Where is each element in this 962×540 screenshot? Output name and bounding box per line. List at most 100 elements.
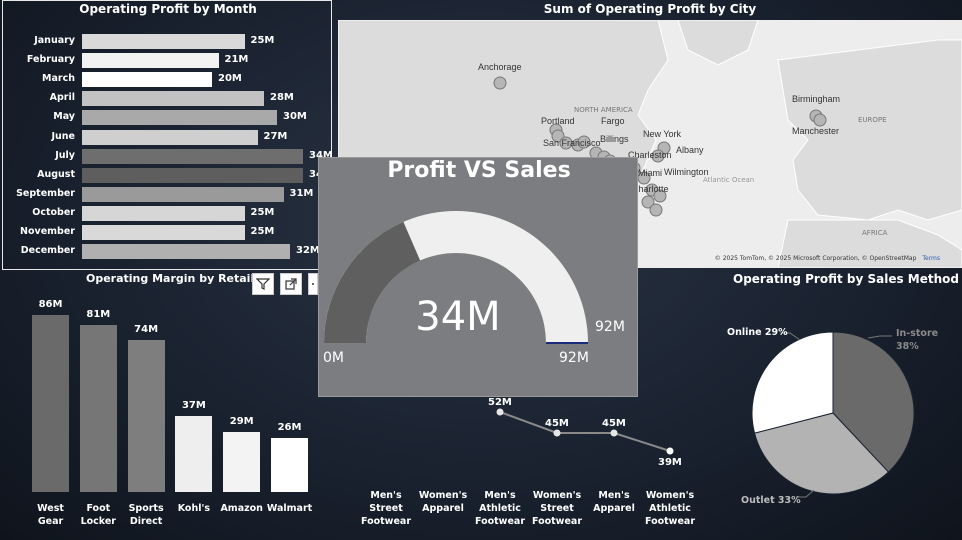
city-label: San Francisco [543,138,601,148]
city-bubble [651,149,665,163]
retailer-bar-value: 26M [277,422,302,434]
month-label: June [51,130,75,142]
month-bar-value: 25M [250,206,275,218]
product-line-point [496,408,504,416]
retailer-bar [223,432,261,492]
pie-slice [751,331,834,434]
africa-landmass [777,219,962,268]
month-bar [82,167,303,183]
retailer-bar-value: 74M [134,323,159,335]
month-bar [82,148,303,164]
pie-label-outlet: Outlet 33% [741,495,801,506]
retailer-bar-value: 86M [38,299,63,310]
month-label: May [53,111,75,123]
product-axis-label: Women's Street Footwear [531,490,582,527]
month-label: March [42,73,75,85]
month-bar-value: 30M [283,111,307,123]
terms-link[interactable]: Terms [922,255,940,262]
month-label: February [26,54,75,66]
month-bar [82,91,264,107]
month-label: August [37,168,75,180]
ocean-area [628,80,778,268]
focus-mode-icon[interactable] [280,273,302,295]
filter-icon[interactable] [252,273,274,295]
city-bubble [649,203,663,217]
retailer-bar-value: 37M [181,399,206,411]
retailer-axis-label: Walmart [266,503,313,514]
retailer-bar [79,325,117,492]
city-bubble [641,195,655,209]
retailer-chart-title: Operating Margin by Retailer [86,272,268,285]
product-axis-label: Women's Apparel [418,490,468,514]
retailer-bar-value: 81M [86,309,111,321]
product-line-series [499,411,671,452]
product-line-point [553,429,561,437]
city-label: Wilmington [664,167,709,177]
greenland-landmass [677,20,759,66]
product-axis-label: Men's Apparel [593,490,635,514]
region-label: EUROPE [858,116,887,124]
city-label: Miami [638,168,662,178]
gauge-title: Profit VS Sales [387,158,571,183]
month-bar-value: 34M [309,149,333,161]
month-bar-value: 25M [250,226,275,237]
map-title: Sum of Operating Profit by City [543,2,757,16]
month-bar [82,53,219,69]
city-label: Charleston [628,150,672,160]
product-axis-label: Men's Athletic Footwear [474,490,525,527]
city-bubble [577,135,591,149]
month-label: September [16,187,75,199]
month-bar-value: 28M [270,92,294,104]
month-bar-value: 25M [250,35,275,46]
retailer-axis-label: Foot Locker [80,503,116,527]
month-bar [82,72,212,88]
month-label: December [20,245,75,257]
sales-method-title: Operating Profit by Sales Method [733,272,959,286]
pie-slice [753,412,890,495]
month-bar [82,34,245,49]
city-bubble [637,171,651,185]
city-label: Birmingham [792,94,841,104]
month-bar [82,129,258,145]
city-label: Manchester [792,126,840,136]
product-point-value: 52M [488,397,512,408]
map-attribution: © 2025 TomTom, © 2025 Microsoft Corporat… [715,255,940,262]
gauge-panel[interactable]: Profit VS Sales 34M 0M 92M 92M [318,157,638,397]
month-bar-value: 27M [263,130,288,142]
product-point-value: 45M [545,418,569,429]
city-label: New York [643,129,682,139]
month-label: April [49,92,75,104]
month-label: July [55,149,75,161]
retailer-bar [127,339,165,492]
retailer-axis-label: Sports Direct [128,503,164,527]
region-label: Atlantic Ocean [703,176,755,184]
region-label: AFRICA [862,229,888,237]
city-label: Anchorage [478,62,522,72]
month-bar [82,225,245,240]
month-bar-value: 31M [289,187,314,199]
city-label: Charlotte [632,184,669,194]
gauge-min-label: 0M [323,350,344,366]
month-label: January [34,35,75,46]
city-label: Albany [676,145,704,155]
more-options-icon[interactable] [308,273,318,295]
retailer-bar-value: 29M [229,416,254,428]
gauge-value: 34M [415,294,501,340]
retailer-bar [175,415,213,492]
city-label: Portland [541,116,575,126]
month-bar [82,110,277,126]
product-line-point [666,447,674,455]
retailer-axis-label: Amazon [220,503,263,514]
month-bar-value: 32M [296,245,320,257]
product-axis-label: Men's Street Footwear [360,490,411,527]
city-bubble [653,189,667,203]
attribution-text: © 2025 TomTom, © 2025 Microsoft Corporat… [714,255,917,262]
city-label: Fargo [601,116,625,126]
month-bar [82,186,284,202]
month-label: October [32,206,75,218]
pie-label-instore: In-store 38% [896,328,939,352]
pie-slice [832,331,915,473]
month-chart-panel[interactable]: Operating Profit by Month January 25M Febr… [2,0,333,270]
month-label: November [20,226,75,237]
gauge-max-label: 92M [595,319,625,335]
